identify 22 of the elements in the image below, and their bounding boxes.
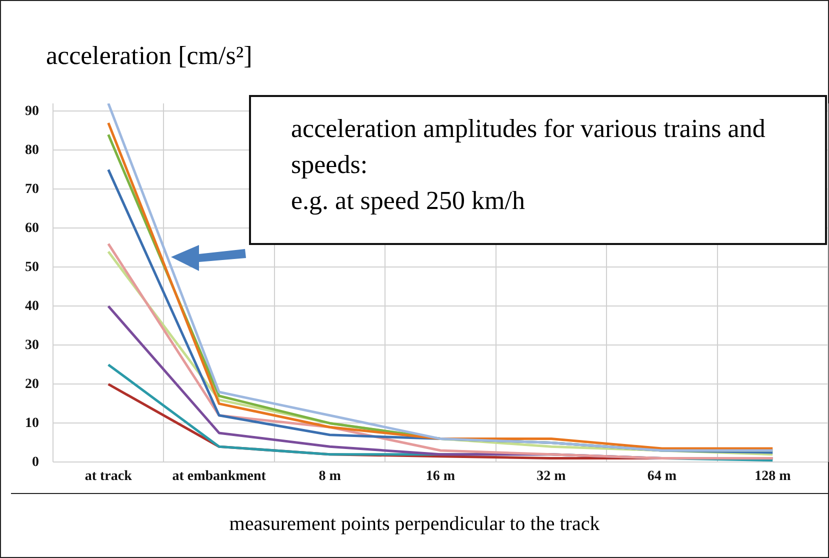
text-box: acceleration amplitudes for various trains and speeds: e.g. at speed 250 km/h	[249, 95, 827, 245]
y-tick-label: 20	[25, 376, 39, 392]
y-tick-label: 10	[25, 416, 39, 431]
y-tick-label: 50	[25, 260, 39, 275]
x-tick-label: at track	[84, 469, 132, 484]
x-tick-label: 32 m	[536, 469, 566, 484]
x-tick-label: 128 m	[754, 469, 792, 484]
y-axis-title: acceleration [cm/s²]	[46, 41, 252, 71]
y-tick-label: 90	[25, 104, 39, 119]
annotation: e.g. at speed 250 km/h	[291, 184, 526, 217]
y-tick-label: 0	[32, 454, 39, 470]
y-tick-label: 40	[25, 298, 39, 314]
y-tick-label: 30	[25, 338, 39, 353]
y-tick-label: 80	[25, 142, 39, 158]
annotation: acceleration amplitudes for various trains and speeds:	[291, 113, 766, 181]
x-tick-label: at embankment	[172, 469, 266, 484]
x-tick-label: 8 m	[318, 469, 342, 484]
x-tick-label: 64 m	[647, 469, 677, 484]
x-tick-label: 16 m	[426, 469, 456, 484]
x-axis-title: measurement points perpendicular to the track	[228, 513, 601, 536]
y-tick-label: 60	[25, 220, 39, 236]
y-tick-label: 70	[25, 182, 39, 197]
